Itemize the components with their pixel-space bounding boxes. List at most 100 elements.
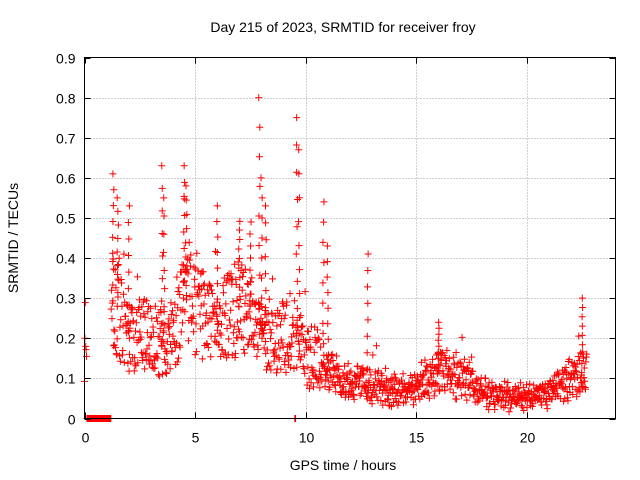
data-point xyxy=(294,326,302,334)
data-point xyxy=(170,316,178,324)
data-point xyxy=(306,385,314,393)
data-point xyxy=(120,359,128,367)
data-point xyxy=(114,235,122,243)
data-point xyxy=(165,315,173,323)
data-point xyxy=(216,304,224,312)
data-point xyxy=(481,388,489,396)
data-point xyxy=(258,214,266,222)
data-point xyxy=(137,333,145,341)
data-point xyxy=(143,297,151,305)
data-point xyxy=(364,250,372,258)
data-point xyxy=(314,379,322,387)
data-point xyxy=(236,217,244,225)
data-point xyxy=(208,315,216,323)
data-point xyxy=(325,351,333,359)
data-point xyxy=(581,385,589,393)
data-point xyxy=(467,379,475,387)
data-point xyxy=(145,341,153,349)
data-point xyxy=(212,305,220,313)
data-point xyxy=(434,348,442,356)
data-point xyxy=(286,363,294,371)
data-point xyxy=(260,344,268,352)
x-tick-label: 15 xyxy=(409,430,425,446)
data-point xyxy=(344,360,352,368)
data-point xyxy=(160,303,168,311)
data-point xyxy=(227,306,235,314)
data-point xyxy=(363,349,371,357)
data-point xyxy=(356,391,364,399)
data-point xyxy=(109,217,117,225)
data-point xyxy=(160,327,168,335)
data-point xyxy=(329,356,337,364)
data-point xyxy=(253,352,261,360)
data-point xyxy=(207,353,215,361)
data-point xyxy=(202,309,210,317)
data-point xyxy=(235,226,243,234)
data-point xyxy=(296,347,304,355)
data-point xyxy=(213,326,221,334)
data-point xyxy=(391,380,399,388)
data-point xyxy=(434,381,442,389)
data-point xyxy=(519,403,527,411)
y-tick-label: 0.1 xyxy=(56,371,76,387)
data-point xyxy=(141,313,149,321)
data-point xyxy=(225,335,233,343)
data-point xyxy=(430,392,438,400)
data-point xyxy=(269,318,277,326)
data-point xyxy=(402,398,410,406)
data-point xyxy=(390,370,398,378)
data-point xyxy=(241,265,249,273)
data-point xyxy=(452,348,460,356)
data-points xyxy=(81,94,591,422)
data-point xyxy=(240,346,248,354)
data-point xyxy=(549,376,557,384)
data-point xyxy=(317,343,325,351)
data-point xyxy=(258,254,266,262)
data-point xyxy=(486,399,494,407)
data-point xyxy=(109,202,117,210)
data-point xyxy=(301,369,309,377)
data-point xyxy=(324,304,332,312)
data-point xyxy=(320,340,328,348)
data-point xyxy=(287,352,295,360)
data-point xyxy=(233,297,241,305)
data-point xyxy=(125,252,133,260)
data-point xyxy=(153,314,161,322)
data-point xyxy=(236,293,244,301)
data-point xyxy=(552,384,560,392)
data-point xyxy=(330,373,338,381)
data-point xyxy=(248,274,256,282)
data-point xyxy=(223,325,231,333)
data-point xyxy=(235,328,243,336)
data-point xyxy=(309,366,317,374)
data-point xyxy=(520,406,528,414)
data-point xyxy=(295,337,303,345)
y-tick-label: 0.4 xyxy=(56,251,76,267)
data-point xyxy=(529,400,537,408)
data-point xyxy=(282,368,290,376)
data-point xyxy=(258,325,266,333)
data-point xyxy=(177,328,185,336)
x-tick-label: 0 xyxy=(82,430,90,446)
data-point xyxy=(441,387,449,395)
data-point xyxy=(166,323,174,331)
data-point xyxy=(435,342,443,350)
data-point xyxy=(175,341,183,349)
data-point xyxy=(217,353,225,361)
data-point xyxy=(236,283,244,291)
data-point xyxy=(213,280,221,288)
data-point xyxy=(579,303,587,311)
data-point xyxy=(173,358,181,366)
data-point xyxy=(217,320,225,328)
data-point xyxy=(323,273,331,281)
data-point xyxy=(304,328,312,336)
data-point xyxy=(298,323,306,331)
data-point xyxy=(229,298,237,306)
data-point xyxy=(268,275,276,283)
data-point xyxy=(523,404,531,412)
data-point xyxy=(323,355,331,363)
data-point xyxy=(109,297,117,305)
data-point xyxy=(230,323,238,331)
data-point xyxy=(125,301,133,309)
